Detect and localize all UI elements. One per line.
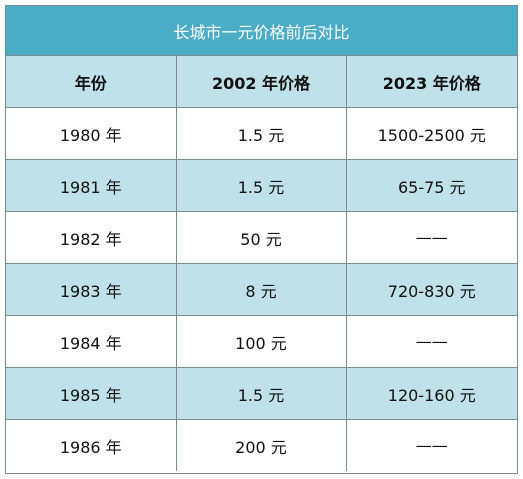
cell-year: 1986 年 bbox=[6, 419, 177, 471]
cell-year: 1982 年 bbox=[6, 211, 177, 264]
table-row: 1981 年 1.5 元 65-75 元 bbox=[6, 159, 517, 212]
price-comparison-table: 长城市一元价格前后对比 年份 2002 年价格 2023 年价格 1980 年 … bbox=[5, 5, 518, 474]
cell-price-2002: 1.5 元 bbox=[175, 107, 347, 160]
table-row: 1980 年 1.5 元 1500-2500 元 bbox=[6, 107, 517, 160]
table-row: 1986 年 200 元 —— bbox=[6, 419, 517, 471]
cell-price-2023: 65-75 元 bbox=[345, 159, 517, 212]
cell-price-2023: —— bbox=[345, 315, 517, 368]
cell-price-2002: 200 元 bbox=[175, 419, 347, 471]
cell-year: 1980 年 bbox=[6, 107, 177, 160]
cell-price-2023: 1500-2500 元 bbox=[345, 107, 517, 160]
cell-price-2023: —— bbox=[345, 419, 517, 471]
cell-price-2002: 1.5 元 bbox=[175, 367, 347, 420]
cell-price-2002: 1.5 元 bbox=[175, 159, 347, 212]
table-row: 1983 年 8 元 720-830 元 bbox=[6, 263, 517, 316]
cell-price-2023: 120-160 元 bbox=[345, 367, 517, 420]
cell-year: 1983 年 bbox=[6, 263, 177, 316]
data-table: 年份 2002 年价格 2023 年价格 1980 年 1.5 元 1500-2… bbox=[6, 56, 517, 471]
cell-price-2002: 50 元 bbox=[175, 211, 347, 264]
cell-price-2002: 100 元 bbox=[175, 315, 347, 368]
cell-price-2023: —— bbox=[345, 211, 517, 264]
table-title: 长城市一元价格前后对比 bbox=[6, 6, 517, 56]
header-price-2002: 2002 年价格 bbox=[175, 56, 347, 108]
header-row: 年份 2002 年价格 2023 年价格 bbox=[6, 56, 517, 108]
header-year: 年份 bbox=[6, 56, 177, 108]
cell-year: 1984 年 bbox=[6, 315, 177, 368]
table-row: 1985 年 1.5 元 120-160 元 bbox=[6, 367, 517, 420]
cell-price-2002: 8 元 bbox=[175, 263, 347, 316]
table-row: 1982 年 50 元 —— bbox=[6, 211, 517, 264]
table-row: 1984 年 100 元 —— bbox=[6, 315, 517, 368]
header-price-2023: 2023 年价格 bbox=[345, 56, 517, 108]
cell-price-2023: 720-830 元 bbox=[345, 263, 517, 316]
cell-year: 1981 年 bbox=[6, 159, 177, 212]
cell-year: 1985 年 bbox=[6, 367, 177, 420]
